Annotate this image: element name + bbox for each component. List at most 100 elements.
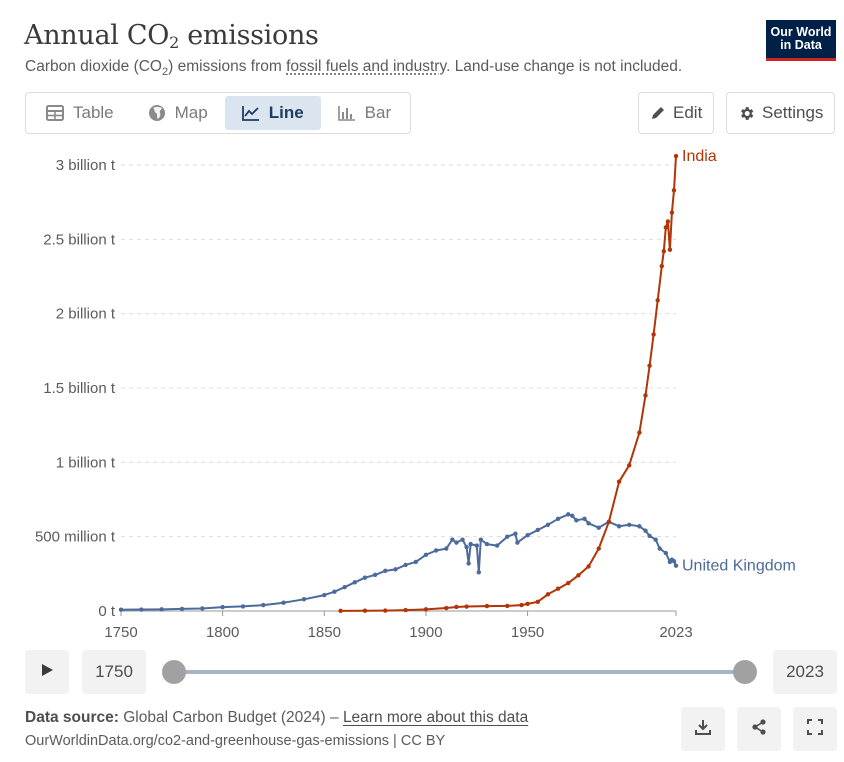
data-point [616, 524, 622, 529]
tab-bar[interactable]: Bar [321, 96, 408, 130]
data-point [423, 607, 429, 612]
data-point [545, 522, 551, 527]
data-point [474, 543, 479, 548]
download-button[interactable] [681, 707, 725, 751]
data-point [673, 563, 679, 568]
data-point [159, 607, 164, 612]
data-point [545, 592, 551, 597]
series-label: India [682, 148, 717, 165]
bar-chart-icon [337, 104, 356, 122]
x-tick-label: 1850 [308, 624, 341, 641]
data-point [301, 597, 307, 602]
globe-icon [148, 104, 166, 122]
learn-more-link[interactable]: Learn more about this data [342, 709, 529, 726]
data-point [454, 604, 459, 610]
timeline-track[interactable] [175, 670, 745, 674]
data-point [661, 249, 667, 254]
x-tick-label: 2023 [659, 624, 692, 641]
series-line-1 [340, 156, 677, 612]
data-point [647, 363, 652, 368]
chart-subtitle: Carbon dioxide (CO2) emissions from foss… [25, 58, 683, 79]
play-button[interactable] [25, 650, 69, 694]
share-icon [750, 718, 768, 741]
y-tick-label: 2 billion t [56, 306, 116, 323]
fullscreen-icon [807, 718, 823, 740]
series-label: United Kingdom [682, 558, 796, 575]
data-point [647, 533, 652, 539]
data-point [118, 607, 124, 612]
x-tick-label: 1900 [409, 624, 442, 641]
data-point [403, 562, 408, 568]
data-point [433, 548, 439, 553]
data-point [627, 463, 632, 468]
x-tick-label: 1750 [104, 624, 137, 641]
data-point [651, 332, 656, 337]
data-point [460, 537, 465, 542]
data-point [261, 602, 266, 608]
table-icon [46, 104, 64, 122]
data-point [671, 188, 677, 193]
data-point [566, 580, 571, 586]
data-point [606, 519, 612, 524]
data-point [519, 602, 524, 608]
data-point [476, 570, 482, 575]
data-point [616, 479, 622, 484]
data-point [444, 546, 449, 551]
data-point [637, 524, 642, 529]
start-handle[interactable] [162, 660, 186, 684]
data-point [220, 604, 225, 610]
data-point [525, 532, 530, 538]
data-point [454, 540, 459, 545]
data-point [464, 544, 469, 550]
series-line-0 [120, 513, 677, 611]
data-point [468, 541, 473, 547]
settings-button[interactable]: Settings [726, 92, 836, 134]
owid-logo[interactable]: Our World in Data [766, 20, 836, 61]
end-year[interactable]: 2023 [773, 650, 837, 694]
data-point [673, 153, 679, 159]
data-point [444, 605, 449, 611]
y-tick-label: 2.5 billion t [43, 231, 116, 248]
share-button[interactable] [737, 707, 781, 751]
start-year[interactable]: 1750 [82, 650, 146, 694]
data-point [139, 607, 144, 612]
data-point [403, 607, 408, 613]
data-point [179, 606, 185, 612]
data-point [535, 527, 540, 533]
data-point [643, 528, 648, 533]
data-point [362, 575, 368, 580]
data-point [484, 603, 490, 609]
data-point [322, 592, 327, 598]
data-point [525, 601, 530, 607]
data-point [582, 516, 587, 522]
tab-table[interactable]: Table [29, 96, 131, 130]
data-point [663, 550, 669, 556]
y-tick-label: 1 billion t [56, 454, 116, 471]
tab-map[interactable]: Map [131, 96, 225, 130]
data-point [657, 546, 662, 551]
download-icon [694, 718, 712, 741]
data-point [655, 298, 660, 303]
fossil-fuels-link[interactable]: fossil fuels and industry [286, 58, 447, 75]
data-point [393, 567, 398, 572]
data-point [281, 600, 286, 605]
data-point [464, 604, 469, 609]
data-point [484, 541, 490, 547]
data-point [513, 531, 518, 536]
data-point [494, 543, 500, 548]
tab-line[interactable]: Line [224, 96, 321, 130]
y-tick-label: 500 million t [35, 529, 116, 546]
end-handle[interactable] [733, 660, 757, 684]
data-point [586, 564, 591, 569]
data-point [570, 513, 575, 519]
data-point [200, 606, 205, 611]
data-point [515, 540, 520, 545]
data-point [362, 608, 368, 613]
data-point [653, 537, 658, 542]
edit-button[interactable]: Edit [638, 92, 715, 134]
fullscreen-button[interactable] [793, 707, 837, 751]
data-source: Data source: Global Carbon Budget (2024)… [25, 709, 529, 726]
chart-title: Annual CO2 emissions [24, 20, 319, 52]
y-tick-label: 0 t [98, 603, 116, 620]
data-point [240, 604, 246, 609]
